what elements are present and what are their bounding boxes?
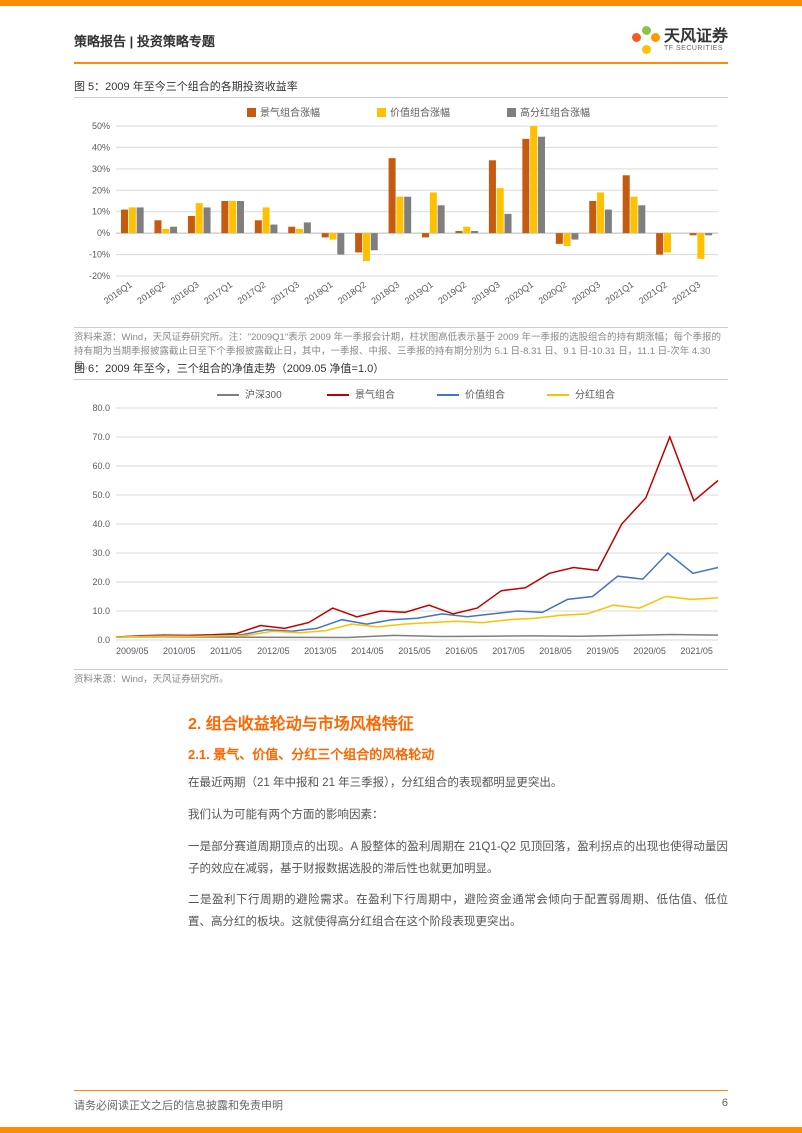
svg-text:分红组合: 分红组合 (575, 388, 615, 401)
svg-text:2018Q2: 2018Q2 (336, 279, 368, 306)
section-h3: 2.1. 景气、价值、分红三个组合的风格轮动 (188, 744, 728, 763)
chart6-source: 资料来源：Wind，天风证券研究所。 (74, 669, 728, 687)
header-left-text: 策略报告 | 投资策略专题 (74, 31, 215, 50)
top-orange-bar (0, 0, 802, 6)
svg-text:2014/05: 2014/05 (351, 646, 384, 656)
svg-text:30%: 30% (92, 164, 110, 174)
svg-text:10.0: 10.0 (92, 606, 110, 616)
svg-text:2021Q1: 2021Q1 (604, 279, 636, 306)
svg-text:20.0: 20.0 (92, 577, 110, 587)
svg-text:2018Q1: 2018Q1 (303, 279, 335, 306)
para-2: 我们认为可能有两个方面的影响因素： (188, 805, 728, 827)
svg-text:高分红组合涨幅: 高分红组合涨幅 (520, 106, 590, 119)
svg-text:2017Q3: 2017Q3 (269, 279, 301, 306)
svg-text:2009/05: 2009/05 (116, 646, 149, 656)
svg-text:-10%: -10% (89, 250, 110, 260)
logo-text-en: TF SECURITIES (664, 45, 728, 52)
footer-page: 6 (722, 1097, 728, 1113)
svg-text:沪深300: 沪深300 (245, 388, 282, 401)
svg-text:2021Q3: 2021Q3 (670, 279, 702, 306)
svg-text:2010/05: 2010/05 (163, 646, 196, 656)
svg-text:2019/05: 2019/05 (586, 646, 619, 656)
svg-text:2020Q1: 2020Q1 (503, 279, 535, 306)
svg-text:2021Q2: 2021Q2 (637, 279, 669, 306)
svg-text:40%: 40% (92, 142, 110, 152)
chart6-svg: 0.0 10.0 20.0 30.0 40.0 50.0 60.0 70.0 80.0 2009/… (74, 386, 728, 666)
svg-text:2019Q3: 2019Q3 (470, 279, 502, 306)
svg-text:30.0: 30.0 (92, 548, 110, 558)
footer-text: 请务必阅读正文之后的信息披露和免责申明 (74, 1097, 283, 1113)
svg-text:0%: 0% (97, 228, 110, 238)
svg-text:价值组合: 价值组合 (465, 388, 505, 401)
header-logo: 天风证券 TF SECURITIES (632, 26, 728, 54)
chart6-title: 图 6：2009 年至今，三个组合的净值走势（2009.05 净值=1.0） (74, 360, 728, 380)
svg-text:50%: 50% (92, 121, 110, 131)
body-text-block: 2. 组合收益轮动与市场风格特征 2.1. 景气、价值、分红三个组合的风格轮动 … (188, 710, 728, 944)
svg-text:2018/05: 2018/05 (539, 646, 572, 656)
svg-text:景气组合涨幅: 景气组合涨幅 (260, 106, 320, 119)
svg-text:2016Q2: 2016Q2 (135, 279, 167, 306)
svg-text:10%: 10% (92, 207, 110, 217)
svg-text:-20%: -20% (89, 271, 110, 281)
svg-text:2011/05: 2011/05 (210, 646, 242, 656)
section-h2: 2. 组合收益轮动与市场风格特征 (188, 710, 728, 734)
chart6-block: 图 6：2009 年至今，三个组合的净值走势（2009.05 净值=1.0） 0… (74, 360, 728, 687)
page-footer: 请务必阅读正文之后的信息披露和免责申明 6 (74, 1090, 728, 1113)
svg-text:2016Q3: 2016Q3 (169, 279, 201, 306)
svg-text:2013/05: 2013/05 (304, 646, 337, 656)
svg-text:0.0: 0.0 (97, 635, 110, 645)
svg-text:2017Q2: 2017Q2 (236, 279, 268, 306)
logo-text-cn: 天风证券 (664, 29, 728, 45)
chart5-title: 图 5：2009 年至今三个组合的各期投资收益率 (74, 78, 728, 98)
svg-text:2020/05: 2020/05 (633, 646, 666, 656)
svg-text:2017/05: 2017/05 (492, 646, 525, 656)
bottom-orange-bar (0, 1127, 802, 1133)
svg-text:2020Q3: 2020Q3 (570, 279, 602, 306)
svg-text:2016Q1: 2016Q1 (102, 279, 134, 306)
svg-text:80.0: 80.0 (92, 403, 110, 413)
para-1: 在最近两期（21 年中报和 21 年三季报），分红组合的表现都明显更突出。 (188, 773, 728, 795)
svg-text:20%: 20% (92, 185, 110, 195)
svg-text:2012/05: 2012/05 (257, 646, 290, 656)
para-4: 二是盈利下行周期的避险需求。在盈利下行周期中，避险资金通常会倾向于配置弱周期、低… (188, 890, 728, 934)
page-header: 策略报告 | 投资策略专题 天风证券 TF SECURITIES (74, 24, 728, 64)
svg-text:2016/05: 2016/05 (445, 646, 478, 656)
svg-text:2020Q2: 2020Q2 (537, 279, 569, 306)
svg-text:2019Q1: 2019Q1 (403, 279, 435, 306)
para-3: 一是部分赛道周期顶点的出现。A 股整体的盈利周期在 21Q1-Q2 见顶回落，盈… (188, 837, 728, 881)
svg-text:40.0: 40.0 (92, 519, 110, 529)
svg-text:2015/05: 2015/05 (398, 646, 431, 656)
svg-text:70.0: 70.0 (92, 432, 110, 442)
svg-text:2017Q1: 2017Q1 (202, 279, 234, 306)
svg-text:2021/05: 2021/05 (680, 646, 713, 656)
chart5-svg: -20%-10%0%10%20%30%40%50%2016Q12016Q2201… (74, 104, 728, 324)
svg-text:价值组合涨幅: 价值组合涨幅 (390, 106, 450, 119)
svg-text:2018Q3: 2018Q3 (369, 279, 401, 306)
chart5-block: 图 5：2009 年至今三个组合的各期投资收益率 -20% -10% 0% 10% 20… (74, 78, 728, 374)
svg-text:景气组合: 景气组合 (355, 388, 395, 401)
svg-text:2019Q2: 2019Q2 (436, 279, 468, 306)
logo-icon (632, 26, 660, 54)
svg-text:60.0: 60.0 (92, 461, 110, 471)
svg-text:50.0: 50.0 (92, 490, 110, 500)
